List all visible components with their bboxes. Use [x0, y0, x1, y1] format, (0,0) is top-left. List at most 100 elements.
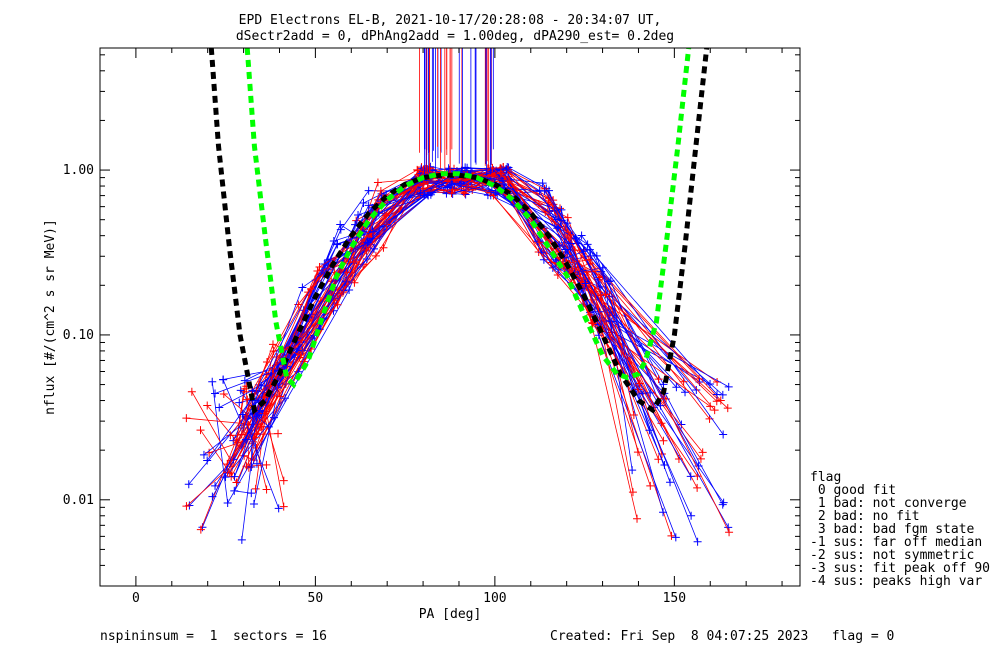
spectrum-marker	[561, 245, 570, 254]
spectrum-marker	[371, 251, 380, 260]
spectrum-marker	[499, 180, 508, 189]
spectrum-marker	[667, 531, 676, 540]
spectrum-marker	[252, 413, 261, 422]
spectrum-marker	[539, 255, 548, 264]
spectrum-marker	[553, 271, 562, 280]
fit-curve-green	[244, 48, 692, 389]
spectrum-marker	[444, 164, 453, 173]
spectrum-marker	[660, 461, 669, 470]
spectrum-marker	[698, 448, 707, 457]
spectrum-marker	[628, 488, 637, 497]
spectrum-marker	[646, 388, 655, 397]
spectrum-marker	[719, 498, 728, 507]
spectrum-marker	[349, 257, 358, 266]
y-tick-label: 1.00	[63, 163, 94, 178]
legend-item: 0 good fit	[810, 483, 896, 498]
spectrum-marker	[629, 411, 638, 420]
spectrum-marker	[718, 500, 727, 509]
spectrum-marker	[279, 476, 288, 485]
x-tick-label: 50	[308, 591, 324, 606]
spectrum-line	[191, 167, 639, 462]
spectrum-marker	[723, 404, 732, 413]
spectrum-marker	[713, 390, 722, 399]
spectrum-marker	[447, 179, 456, 188]
spectrum-marker	[581, 279, 590, 288]
spectrum-marker	[706, 402, 715, 411]
spectrum-marker	[208, 377, 217, 386]
spectrum-marker	[646, 481, 655, 490]
spectrum-marker	[215, 403, 224, 412]
spectrum-marker	[182, 502, 191, 511]
spectrum-marker	[654, 455, 663, 464]
spectrum-marker	[296, 351, 305, 360]
x-tick-label: 100	[483, 591, 506, 606]
y-tick-label: 0.10	[63, 328, 94, 343]
legend-title: flag	[810, 470, 841, 485]
spectrum-marker	[693, 483, 702, 492]
spectrum-marker	[606, 316, 615, 325]
spectrum-marker	[724, 382, 733, 391]
chart-subtitle: dSectr2add = 0, dPhAng2add = 1.00deg, dP…	[236, 29, 674, 44]
spectrum-marker	[333, 300, 342, 309]
spectrum-marker	[420, 191, 429, 200]
spectrum-marker	[588, 318, 597, 327]
spectrum-marker	[223, 468, 232, 477]
x-axis-label: PA [deg]	[419, 607, 482, 622]
spectrum-marker	[369, 227, 378, 236]
spectrum-marker	[710, 406, 719, 415]
spectrum-marker	[725, 528, 734, 537]
footer-right: Created: Fri Sep 8 04:07:25 2023 flag = …	[550, 629, 894, 644]
spectrum-marker	[262, 485, 271, 494]
spectrum-marker	[276, 392, 285, 401]
spectrum-marker	[251, 484, 260, 493]
spectrum-line	[240, 173, 664, 513]
spectrum-marker	[696, 454, 705, 463]
spectrum-marker	[363, 238, 372, 247]
spectrum-line	[202, 172, 651, 528]
spectrum-marker	[241, 435, 250, 444]
x-tick-label: 0	[132, 591, 140, 606]
spectrum-marker	[345, 285, 354, 294]
legend-item: 3 bad: bad fgm state	[810, 522, 975, 537]
plot-frame	[99, 47, 801, 587]
spectrum-line	[206, 174, 730, 533]
spectrum-marker	[376, 187, 385, 196]
spectrum-marker	[563, 219, 572, 228]
spectrum-marker	[230, 472, 239, 481]
footer-left: nspininsum = 1 sectors = 16	[100, 629, 327, 644]
spectrum-marker	[223, 499, 232, 508]
spectrum-line	[244, 175, 729, 528]
chart-title: EPD Electrons EL-B, 2021-10-17/20:28:08 …	[239, 13, 662, 28]
spectrum-marker	[262, 460, 271, 469]
spectrum-marker	[279, 502, 288, 511]
spectrum-line	[242, 187, 650, 509]
spectrum-marker	[203, 456, 212, 465]
spectrum-marker	[336, 225, 345, 234]
spectrum-marker	[585, 245, 594, 254]
spectrum-marker	[211, 389, 220, 398]
spectrum-marker	[367, 229, 376, 238]
fit-curves-layer	[208, 48, 710, 415]
spectrum-line	[229, 172, 651, 486]
spectrum-marker	[199, 450, 208, 459]
spectrum-marker	[677, 420, 686, 429]
spectrum-marker	[488, 163, 497, 172]
spectrum-marker	[586, 255, 595, 264]
spectrum-marker	[566, 239, 575, 248]
spectrum-marker	[298, 346, 307, 355]
spectrum-marker	[341, 277, 350, 286]
spectrum-marker	[672, 383, 681, 392]
spectrum-marker	[274, 504, 283, 513]
spectrum-marker	[459, 187, 468, 196]
spectrum-marker	[693, 537, 702, 546]
spectra-layer	[182, 48, 734, 546]
spectrum-marker	[203, 401, 212, 410]
spectrum-marker	[681, 388, 690, 397]
spectrum-marker	[359, 199, 368, 208]
legend: flag 0 good fit 1 bad: not converge 2 ba…	[810, 470, 990, 589]
x-axis: 0 50 100 150	[99, 48, 783, 606]
spectrum-marker	[716, 396, 725, 405]
spectrum-marker	[333, 239, 342, 248]
spectrum-marker	[240, 376, 249, 385]
